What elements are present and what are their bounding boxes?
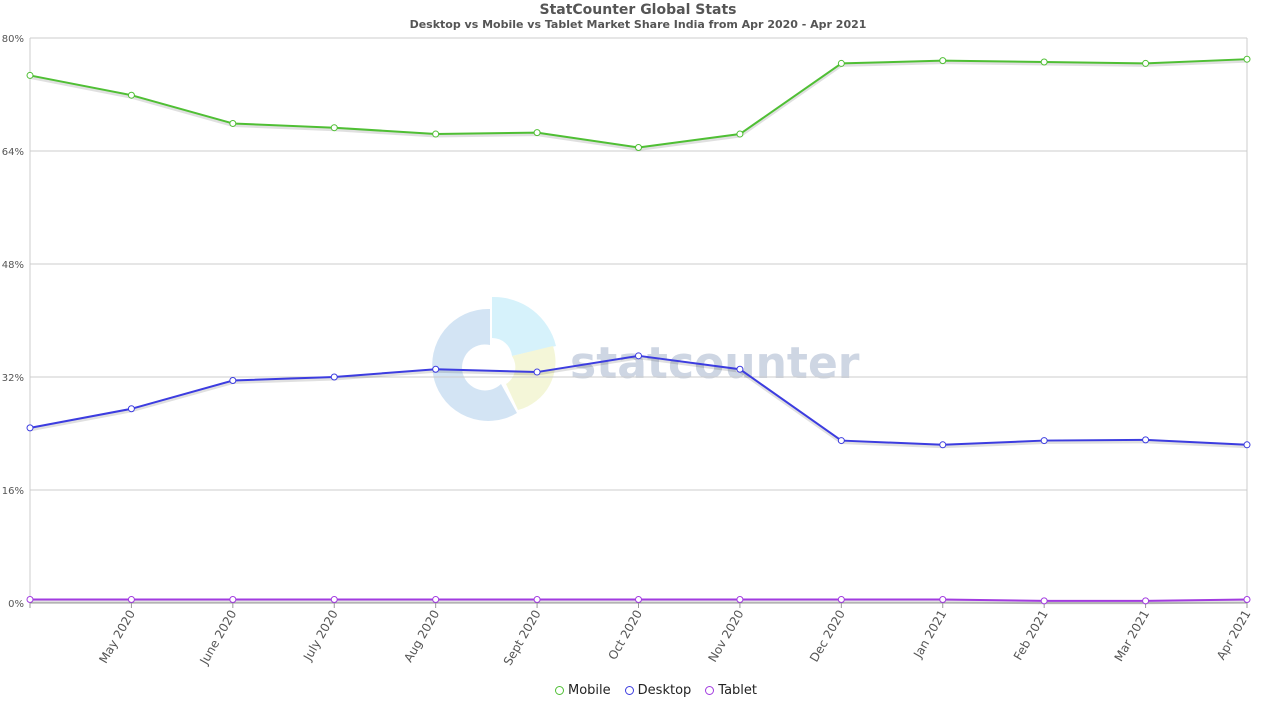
x-tick-label: Mar 2021 bbox=[1112, 608, 1153, 664]
data-point bbox=[635, 143, 642, 151]
series-line-shadow bbox=[29, 59, 1248, 151]
series-line bbox=[29, 58, 1248, 149]
data-point bbox=[1243, 55, 1251, 63]
y-tick-label: 80% bbox=[2, 34, 24, 45]
legend-item-tablet[interactable]: Tablet bbox=[705, 683, 757, 698]
line-chart: statcounter 0% 16% 32% 48% 64% 80% May 2020 Ju… bbox=[2, 34, 1254, 668]
data-point bbox=[736, 365, 744, 373]
data-point bbox=[127, 595, 135, 603]
legend-label: Mobile bbox=[568, 683, 611, 698]
x-tick-label: May 2020 bbox=[96, 608, 138, 666]
data-point bbox=[1142, 59, 1150, 67]
data-point bbox=[330, 373, 338, 381]
data-point bbox=[1040, 597, 1048, 605]
legend: Mobile Desktop Tablet bbox=[0, 683, 1280, 698]
x-axis: May 2020 June 2020 July 2020 Aug 2020 Sept 2… bbox=[29, 603, 1254, 668]
x-tick-label: Aug 2020 bbox=[401, 608, 442, 665]
data-point bbox=[736, 130, 744, 138]
data-point bbox=[127, 91, 135, 99]
data-point bbox=[26, 71, 34, 79]
legend-marker-icon bbox=[624, 686, 634, 695]
data-point bbox=[939, 595, 947, 603]
data-point bbox=[229, 595, 237, 603]
data-point bbox=[635, 352, 642, 360]
legend-label: Desktop bbox=[637, 683, 692, 698]
data-point bbox=[736, 595, 744, 603]
y-tick-label: 48% bbox=[2, 260, 24, 271]
data-point bbox=[533, 129, 541, 137]
x-tick-label: Feb 2021 bbox=[1011, 608, 1051, 663]
y-axis: 0% 16% 32% 48% 64% 80% bbox=[2, 34, 24, 610]
watermark-text: statcounter bbox=[570, 338, 860, 389]
data-point bbox=[837, 437, 845, 445]
legend-item-desktop[interactable]: Desktop bbox=[624, 683, 692, 698]
data-point bbox=[26, 595, 34, 603]
series-desktop bbox=[26, 352, 1251, 449]
x-tick-label: Dec 2020 bbox=[807, 608, 848, 665]
series-tablet bbox=[26, 595, 1251, 605]
series-mobile bbox=[26, 55, 1251, 151]
data-point bbox=[533, 368, 541, 376]
chart-title: StatCounter Global Stats bbox=[539, 2, 737, 18]
data-point bbox=[1040, 437, 1048, 445]
plot-frame bbox=[29, 38, 1248, 604]
data-point bbox=[432, 595, 440, 603]
x-tick-label: June 2020 bbox=[197, 608, 240, 668]
data-point bbox=[837, 595, 845, 603]
data-point bbox=[939, 441, 947, 449]
data-point bbox=[939, 57, 947, 65]
data-point bbox=[432, 130, 440, 138]
watermark-logo-blue-arc bbox=[432, 308, 517, 421]
x-tick-label: Sept 2020 bbox=[501, 608, 544, 668]
data-point bbox=[229, 377, 237, 385]
watermark-logo-yellow-arc bbox=[506, 346, 556, 410]
x-tick-label: Apr 2021 bbox=[1214, 608, 1254, 663]
legend-label: Tablet bbox=[718, 683, 757, 698]
legend-marker-icon bbox=[555, 686, 564, 695]
x-tick-label: Oct 2020 bbox=[605, 608, 645, 663]
data-point bbox=[1142, 436, 1150, 444]
data-point bbox=[330, 595, 338, 603]
series-group bbox=[26, 55, 1251, 605]
legend-marker-icon bbox=[705, 686, 715, 695]
data-point bbox=[432, 365, 440, 373]
data-point bbox=[1243, 441, 1251, 449]
data-point bbox=[127, 405, 135, 413]
data-point bbox=[1243, 595, 1251, 603]
y-tick-label: 16% bbox=[2, 486, 24, 497]
x-tick-label: July 2020 bbox=[300, 608, 341, 664]
watermark-logo-cyan-arc bbox=[492, 296, 556, 356]
statcounter-watermark: statcounter bbox=[432, 296, 860, 421]
x-tick-label: Nov 2020 bbox=[705, 608, 746, 665]
data-point bbox=[837, 59, 845, 67]
data-point bbox=[635, 595, 642, 603]
data-point bbox=[1142, 597, 1150, 605]
legend-item-mobile[interactable]: Mobile bbox=[555, 683, 611, 698]
data-point bbox=[533, 595, 541, 603]
data-point bbox=[330, 124, 338, 132]
y-tick-label: 0% bbox=[8, 599, 24, 610]
y-tick-label: 64% bbox=[2, 147, 24, 158]
data-point bbox=[26, 424, 34, 432]
y-tick-label: 32% bbox=[2, 373, 24, 384]
x-tick-label: Jan 2021 bbox=[910, 608, 949, 662]
data-point bbox=[229, 119, 237, 127]
grid-lines bbox=[30, 37, 1247, 604]
chart-subtitle: Desktop vs Mobile vs Tablet Market Share… bbox=[409, 18, 867, 31]
data-point bbox=[1040, 58, 1048, 66]
